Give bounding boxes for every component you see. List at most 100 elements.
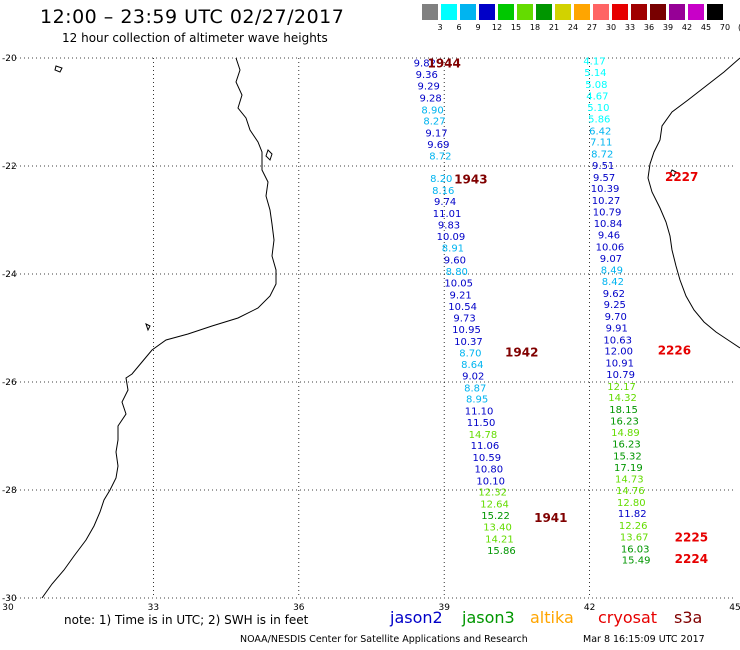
pass-time-label: 1944 [427, 56, 460, 70]
coastline-africa [41, 57, 277, 599]
coastline-island [265, 149, 273, 161]
color-scale-label: 9 [475, 23, 481, 32]
color-scale-swatch [669, 4, 685, 20]
wave-height-value: 16.23 [612, 440, 641, 451]
coastline-island [669, 169, 677, 177]
pass-time-label: 1942 [505, 345, 538, 359]
color-scale-label: 15 [510, 23, 522, 32]
lat-tick-label: -28 [2, 486, 17, 496]
map-subtitle: 12 hour collection of altimeter wave hei… [62, 31, 328, 45]
wave-height-value: 14.73 [615, 475, 644, 486]
color-scale-label: 33 [624, 23, 636, 32]
color-scale-swatch [650, 4, 666, 20]
coastline [41, 57, 740, 599]
wave-height-value: 10.05 [444, 279, 473, 290]
wave-height-value: 5.86 [588, 114, 610, 125]
wave-height-value: 7.11 [590, 138, 612, 149]
wave-height-value: 10.80 [474, 464, 503, 475]
wave-height-value: 9.28 [419, 93, 441, 104]
coastline-madagascar [647, 57, 740, 349]
color-scale-swatch [593, 4, 609, 20]
wave-height-value: 14.76 [616, 486, 645, 497]
color-scale-swatch [441, 4, 457, 20]
wave-height-value: 11.01 [433, 209, 462, 220]
legend-jason3: jason3 [462, 608, 515, 627]
wave-height-value: 12.00 [604, 347, 633, 358]
wave-height-value: 8.16 [432, 186, 454, 197]
color-scale-swatch [517, 4, 533, 20]
wave-height-value: 15.49 [622, 556, 651, 567]
wave-height-value: 9.82 [414, 58, 436, 69]
color-scale-label: 12 [491, 23, 503, 32]
wave-height-value: 15.22 [481, 511, 510, 522]
wave-height-value: 8.27 [423, 117, 445, 128]
wave-height-value: 8.72 [591, 150, 613, 161]
color-scale-swatch [688, 4, 704, 20]
color-scale-label: 27 [586, 23, 598, 32]
credit-line: NOAA/NESDIS Center for Satellite Applica… [240, 634, 528, 645]
wave-height-value: 10.37 [454, 337, 483, 348]
color-scale-swatch [479, 4, 495, 20]
wave-height-value: 8.95 [466, 395, 488, 406]
wave-height-value: 10.79 [606, 370, 635, 381]
wave-height-value: 8.20 [430, 174, 452, 185]
wave-height-value: 9.70 [605, 312, 627, 323]
altimeter-tracks: 9.829.369.299.288.908.279.179.698.721944… [414, 56, 708, 566]
color-scale-label: 3 [437, 23, 443, 32]
wave-height-value: 15.86 [487, 546, 516, 557]
pass-time-label: 2227 [665, 170, 698, 184]
wave-height-value: 8.70 [459, 348, 481, 359]
wave-height-value: 17.19 [614, 463, 643, 474]
wave-height-value: 14.78 [469, 430, 498, 441]
wave-height-value: 15.32 [613, 451, 642, 462]
wave-height-value: 9.07 [600, 254, 622, 265]
lon-tick-label: 42 [584, 603, 595, 613]
pass-time-label: 2225 [675, 531, 708, 545]
wave-height-value: 9.60 [444, 255, 466, 266]
wave-height-value: 9.02 [462, 372, 484, 383]
wave-height-value: 14.32 [608, 393, 637, 404]
wave-height-value: 5.10 [587, 103, 609, 114]
wave-height-value: 8.72 [429, 152, 451, 163]
wave-height-value: 13.67 [620, 532, 649, 543]
wave-height-value: 16.23 [610, 416, 639, 427]
pass-time-label: 2224 [675, 552, 708, 566]
color-scale-swatch [536, 4, 552, 20]
color-scale-label: 42 [681, 23, 693, 32]
legend-altika: altika [530, 608, 574, 627]
color-scale-swatch [555, 4, 571, 20]
pass-time-label: 2226 [658, 344, 691, 358]
wave-height-value: 4.17 [583, 57, 605, 68]
wave-height-value: 9.83 [438, 220, 460, 231]
wave-height-value: 10.91 [605, 359, 634, 370]
wave-height-value: 8.80 [446, 267, 468, 278]
lat-tick-label: -26 [2, 378, 17, 388]
wave-height-value: 10.09 [437, 232, 466, 243]
color-scale-label: 6 [456, 23, 462, 32]
coastline-island [145, 323, 151, 332]
wave-height-value: 12.17 [607, 382, 636, 393]
color-scale-swatch [612, 4, 628, 20]
wave-height-value: 8.87 [464, 383, 486, 394]
wave-height-value: 10.54 [448, 302, 477, 313]
wave-height-value: 5.14 [584, 68, 606, 79]
wave-height-value: 8.42 [602, 277, 624, 288]
lat-tick-label: -30 [2, 594, 17, 604]
map-title: 12:00 – 23:59 UTC 02/27/2017 [40, 6, 345, 28]
color-scale-swatch [460, 4, 476, 20]
wave-height-value: 10.84 [594, 219, 623, 230]
wave-height-value: 10.79 [593, 207, 622, 218]
color-scale-label: 39 [662, 23, 674, 32]
wave-height-value: 8.64 [461, 360, 483, 371]
lat-tick-label: -24 [2, 270, 17, 280]
wave-height-value: 10.10 [476, 476, 505, 487]
wave-height-value: 10.95 [452, 325, 481, 336]
legend-cryosat: cryosat [598, 608, 658, 627]
wave-height-value: 9.46 [598, 231, 620, 242]
wave-height-value: 12.80 [617, 498, 646, 509]
wave-height-value: 11.82 [618, 509, 647, 520]
wave-height-value: 9.62 [603, 289, 625, 300]
color-scale-swatch [631, 4, 647, 20]
wave-height-value: 14.21 [485, 535, 514, 546]
